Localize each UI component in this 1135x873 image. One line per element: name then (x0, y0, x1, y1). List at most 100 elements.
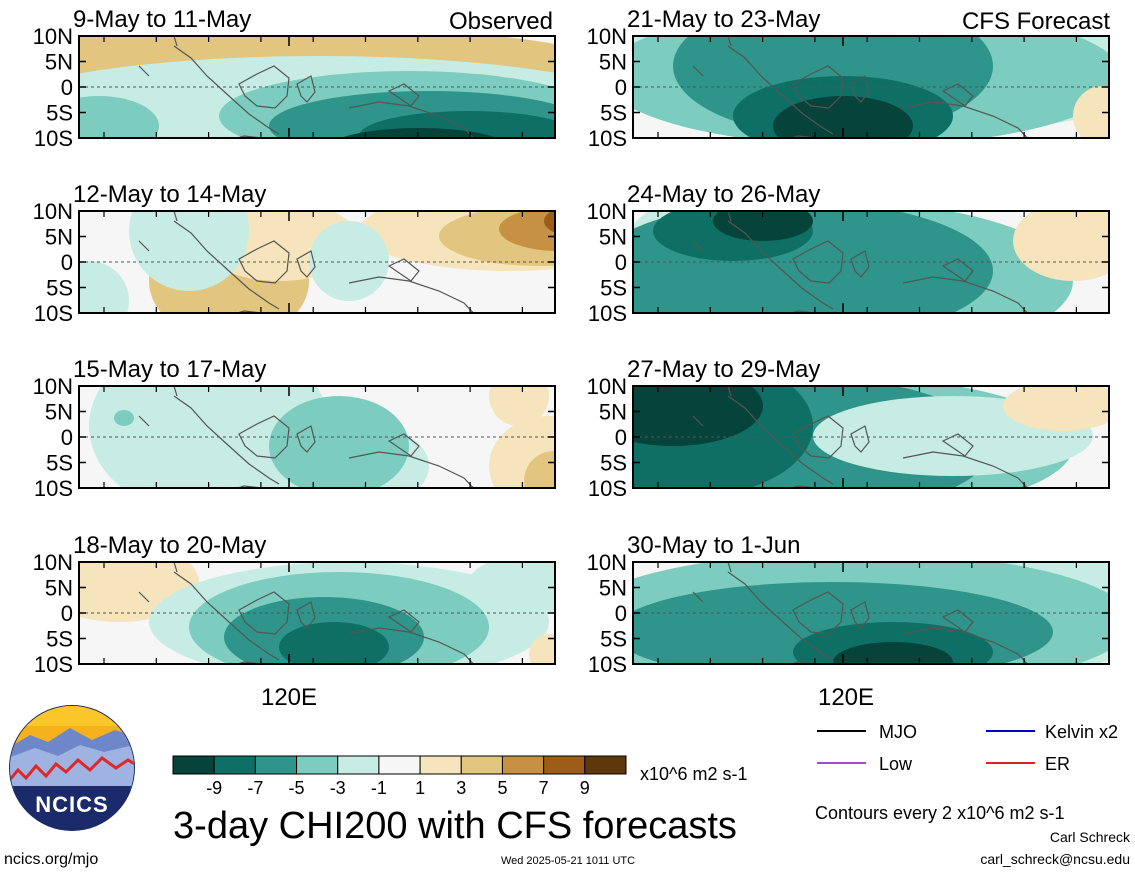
lat-tick-label: 5N (599, 400, 627, 425)
colorbar-tick-label: 9 (580, 778, 590, 798)
colorbar-tick-label: 5 (497, 778, 507, 798)
lat-tick-label: 10N (587, 199, 627, 224)
lat-tick-label: 0 (615, 601, 627, 626)
lat-tick-label: 10N (587, 550, 627, 575)
colorbar: -9 -7 -5 -3 -1 1 3 5 7 9 (172, 755, 627, 798)
panel-title: 15-May to 17-May (73, 356, 266, 383)
lat-tick-label: 10S (34, 476, 73, 501)
panel-shading (633, 386, 1109, 488)
lat-tick-label: 0 (61, 601, 73, 626)
colorbar-swatch (419, 755, 462, 775)
lat-tick-label: 5S (46, 627, 73, 652)
footer-email: carl_schreck@ncsu.edu (980, 851, 1130, 867)
footer-author: Carl Schreck (1050, 829, 1131, 845)
lat-tick-label: 0 (61, 250, 73, 275)
panel-title: 18-May to 20-May (73, 532, 266, 559)
lat-tick-label: 5S (600, 101, 627, 126)
lon-label-right: 120E (818, 684, 874, 711)
lat-tick-label: 10S (34, 301, 73, 326)
figure-title: 3-day CHI200 with CFS forecasts (173, 805, 737, 847)
panel-title: 24-May to 26-May (627, 181, 820, 208)
legend-label-low: Low (879, 754, 913, 774)
lat-tick-label: 5S (46, 101, 73, 126)
ncics-logo: NCICS (9, 705, 135, 831)
lat-tick-label: 5N (599, 225, 627, 250)
lat-tick-label: 5S (600, 451, 627, 476)
cfs-forecast-label: CFS Forecast (962, 8, 1110, 35)
footer-url: ncics.org/mjo (4, 851, 98, 868)
lat-tick-label: 10S (588, 126, 627, 151)
colorbar-tick-label: 3 (456, 778, 466, 798)
colorbar-swatch (296, 755, 339, 775)
contour-note: Contours every 2 x10^6 m2 s-1 (815, 803, 1065, 823)
panel-shading (633, 562, 1109, 664)
lat-tick-label: 5S (46, 276, 73, 301)
panel-shading (633, 36, 1109, 138)
colorbar-tick-label: -5 (288, 778, 304, 798)
lat-tick-label: 10N (33, 374, 73, 399)
lat-tick-label: 10S (588, 476, 627, 501)
lat-tick-label: 0 (61, 425, 73, 450)
lat-tick-label: 5N (45, 50, 73, 75)
panel-title: 21-May to 23-May (627, 6, 820, 33)
lat-tick-label: 10S (588, 301, 627, 326)
colorbar-units: x10^6 m2 s-1 (640, 764, 748, 784)
lat-tick-label: 0 (615, 425, 627, 450)
lat-tick-label: 5S (46, 451, 73, 476)
observed-label: Observed (449, 8, 553, 35)
colorbar-tick-label: -3 (330, 778, 346, 798)
legend-label-er: ER (1045, 754, 1070, 774)
lat-tick-label: 10S (34, 652, 73, 677)
footer-timestamp: Wed 2025-05-21 1011 UTC (501, 855, 635, 867)
panel-title: 12-May to 14-May (73, 181, 266, 208)
colorbar-swatch (543, 755, 586, 775)
lat-tick-label: 10N (587, 374, 627, 399)
panel-shading (633, 211, 1109, 313)
legend-label-mjo: MJO (879, 722, 917, 742)
lat-tick-label: 0 (615, 250, 627, 275)
colorbar-swatch (172, 755, 215, 775)
lat-tick-label: 10S (34, 126, 73, 151)
lat-tick-label: 10N (33, 199, 73, 224)
lat-tick-label: 5N (45, 225, 73, 250)
colorbar-swatch (213, 755, 256, 775)
lat-tick-label: 5N (45, 400, 73, 425)
colorbar-swatch (460, 755, 503, 775)
lon-label-left: 120E (261, 684, 317, 711)
lat-tick-label: 10N (33, 550, 73, 575)
colorbar-tick-label: -1 (371, 778, 387, 798)
lat-tick-label: 0 (615, 75, 627, 100)
lat-tick-label: 10N (33, 24, 73, 49)
lat-tick-label: 0 (61, 75, 73, 100)
colorbar-tick-label: -7 (247, 778, 263, 798)
lat-tick-label: 5S (600, 627, 627, 652)
panel-title: 30-May to 1-Jun (627, 532, 800, 559)
logo-text: NCICS (35, 792, 108, 817)
panel-shading (79, 36, 555, 138)
legend-label-kelvin: Kelvin x2 (1045, 722, 1118, 742)
colorbar-tick-label: -9 (206, 778, 222, 798)
legend: MJO Kelvin x2 Low ER Contours every 2 x1… (815, 722, 1118, 823)
colorbar-swatch (254, 755, 298, 775)
colorbar-tick-label: 7 (539, 778, 549, 798)
lat-tick-label: 5N (599, 576, 627, 601)
colorbar-tick-label: 1 (415, 778, 425, 798)
colorbar-swatch (501, 755, 545, 775)
lat-tick-label: 10S (588, 652, 627, 677)
colorbar-swatch (378, 755, 421, 775)
lat-tick-label: 10N (587, 24, 627, 49)
lat-tick-label: 5S (600, 276, 627, 301)
panel-title: 9-May to 11-May (73, 6, 251, 33)
panel-title: 27-May to 29-May (627, 356, 820, 383)
colorbar-swatch (337, 755, 380, 775)
lat-tick-label: 5N (599, 50, 627, 75)
